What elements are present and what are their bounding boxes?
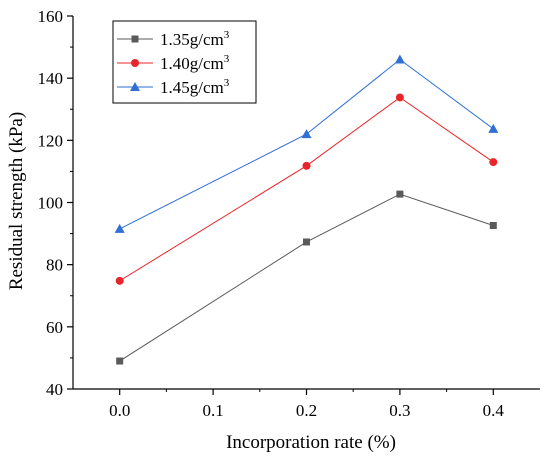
x-tick-label: 0.2 [296,401,317,420]
x-tick-label: 0.1 [202,401,223,420]
y-tick-label: 100 [38,194,64,213]
data-point [303,238,310,246]
series-2 [115,93,498,285]
data-point [489,158,498,167]
data-point [114,223,125,233]
series-line [119,96,494,282]
data-point [302,161,311,170]
y-axis-label: Residual strength (kPa) [6,112,27,290]
data-point [395,93,404,102]
x-tick-label: 0.4 [483,401,505,420]
data-point [301,129,312,139]
legend-label-superscript: 3 [224,77,230,89]
tick-labels: 40 60 80 100 120 140 160 0.0 0.1 0.2 0.3 0.4 [38,7,505,420]
legend-marker [131,59,139,67]
y-tick-label: 140 [38,69,64,88]
legend-item: 1.45g/cm3 [117,77,230,97]
legend-marker [130,82,140,91]
y-tick-label: 160 [38,7,64,26]
legend-label: 1.35g/cm3 [160,29,230,49]
legend-label-superscript: 3 [224,53,230,65]
series-line [119,193,494,362]
series-1 [116,190,497,365]
legend-label: 1.40g/cm3 [160,53,230,73]
legend-label: 1.45g/cm3 [160,77,230,97]
x-tick-label: 0.3 [389,401,410,420]
data-point [396,190,404,198]
series-line [119,58,494,230]
data-point [115,276,124,285]
y-tick-label: 80 [46,256,63,275]
legend-item: 1.35g/cm3 [117,29,230,49]
legend-label-text: 1.45g/cm [160,78,224,97]
y-tick-label: 120 [38,131,64,150]
legend-label-text: 1.40g/cm [160,54,224,73]
legend-item: 1.40g/cm3 [117,53,230,73]
y-tick-label: 60 [46,318,63,337]
legend-marker [131,35,139,43]
data-point [394,54,405,64]
series-3 [114,54,499,233]
legend-label-text: 1.35g/cm [160,30,224,49]
x-axis-label: Incorporation rate (%) [226,432,396,453]
axes [67,15,540,395]
data-point [488,123,499,133]
series-group [114,54,499,365]
data-point [489,222,497,230]
x-tick-label: 0.0 [109,401,130,420]
y-tick-label: 40 [46,380,63,399]
data-point [116,357,124,365]
legend-label-superscript: 3 [224,29,230,41]
